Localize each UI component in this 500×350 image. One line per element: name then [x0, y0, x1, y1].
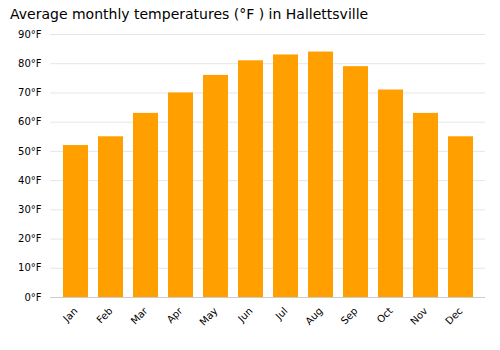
svg-text:50°F: 50°F [18, 146, 42, 157]
svg-text:30°F: 30°F [18, 204, 42, 215]
svg-text:Dec: Dec [443, 305, 464, 326]
svg-text:May: May [197, 305, 219, 327]
svg-text:Apr: Apr [165, 305, 186, 326]
svg-text:Jul: Jul [273, 305, 290, 322]
html-text:Average monthly temperatures (: Average monthly temperatures (°F ) in Ha… [10, 6, 369, 22]
svg-text:0°F: 0°F [24, 292, 41, 303]
svg-text:Jan: Jan [60, 305, 79, 324]
svg-text:90°F: 90°F [18, 29, 42, 40]
svg-text:70°F: 70°F [18, 87, 42, 98]
svg-text:Nov: Nov [408, 305, 430, 327]
svg-text:40°F: 40°F [18, 175, 42, 186]
svg-text:Jun: Jun [235, 305, 255, 325]
svg-text:Feb: Feb [94, 305, 114, 325]
svg-text:Mar: Mar [129, 305, 151, 327]
svg-text:Oct: Oct [375, 305, 395, 325]
svg-text:10°F: 10°F [18, 262, 42, 273]
svg-text:60°F: 60°F [18, 116, 42, 127]
svg-text:80°F: 80°F [18, 58, 42, 69]
svg-text:Aug: Aug [303, 305, 325, 327]
svg-text:Sep: Sep [339, 305, 360, 326]
svg-text:20°F: 20°F [18, 233, 42, 244]
